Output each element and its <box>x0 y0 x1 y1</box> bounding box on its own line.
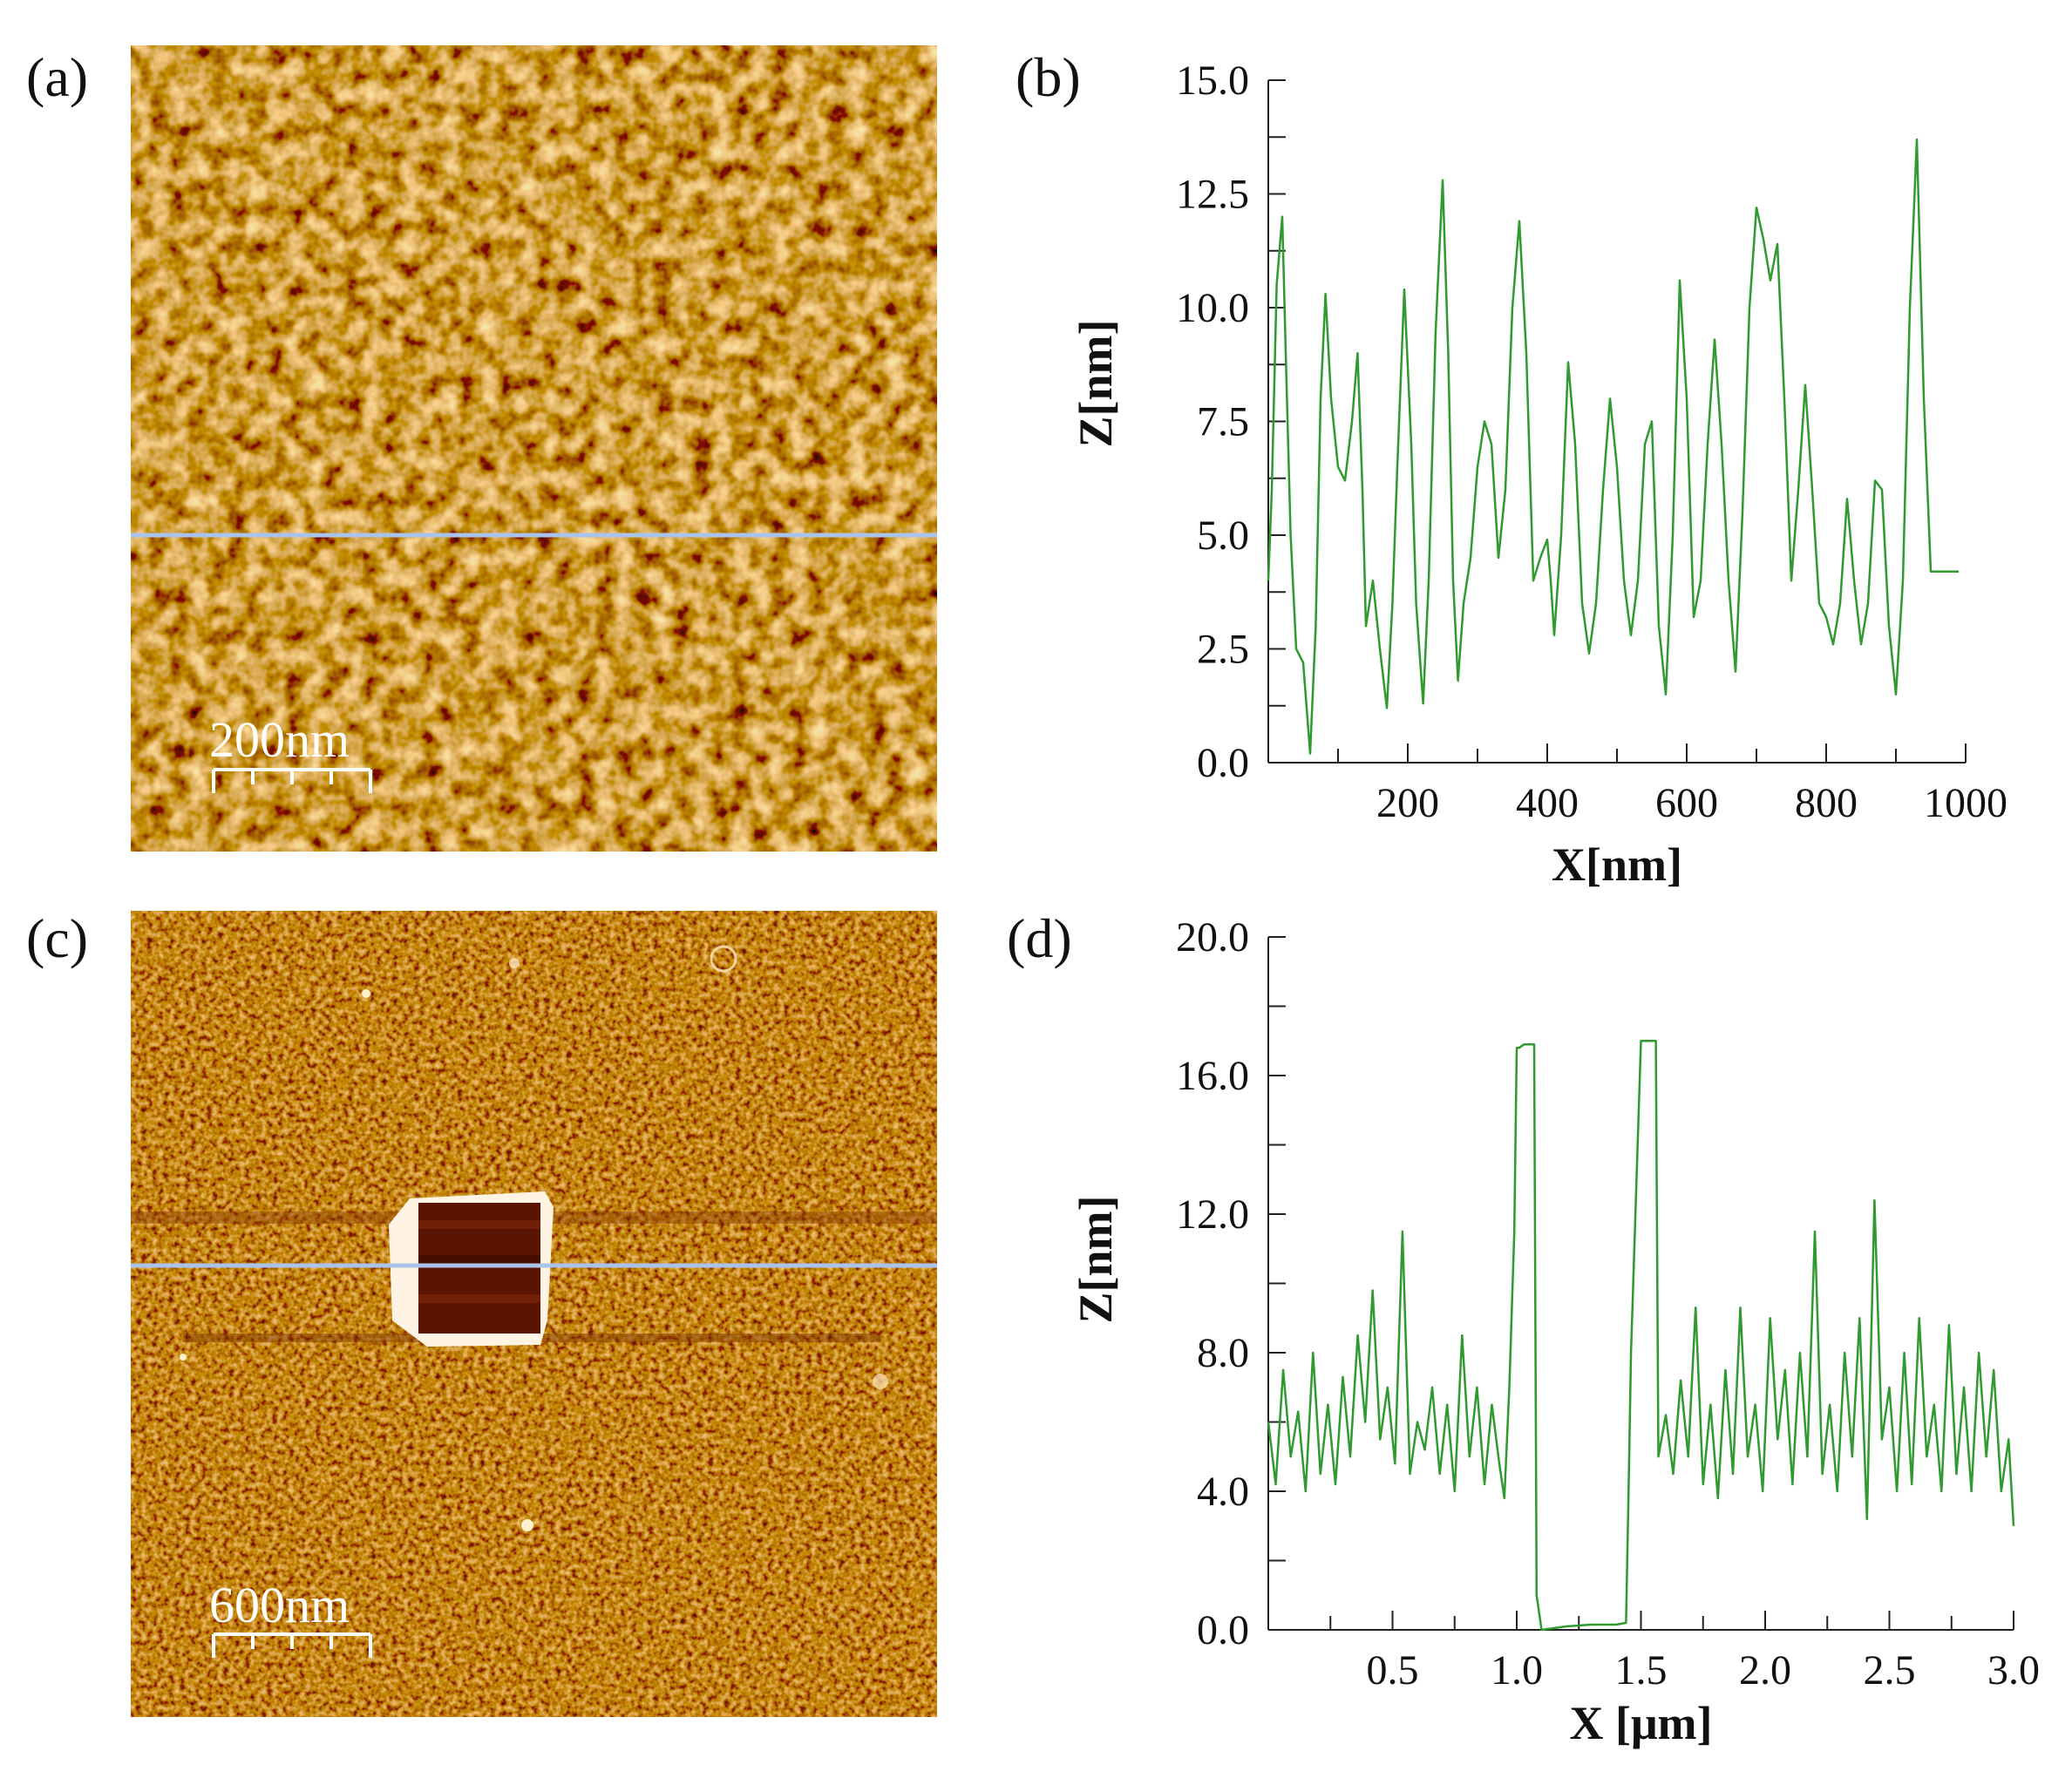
x-tick-label: 800 <box>1795 780 1858 826</box>
x-tick-label: 1000 <box>1924 780 2007 826</box>
y-axis-label: Z[nm] <box>1070 320 1122 448</box>
afm-c-hole-stripe-2 <box>418 1255 540 1266</box>
x-tick-label: 600 <box>1655 780 1718 826</box>
y-tick-label: 12.5 <box>1176 172 1249 218</box>
afm-a-texture <box>131 45 937 852</box>
x-tick-label: 2.0 <box>1739 1647 1791 1693</box>
y-tick-label: 15.0 <box>1176 58 1249 104</box>
afm-c-particle <box>873 1374 888 1389</box>
y-tick-label: 0.0 <box>1197 1607 1249 1653</box>
y-tick-label: 8.0 <box>1197 1330 1249 1376</box>
series-line <box>1267 1040 2015 1632</box>
chart-d: 0.0 4.0 8.0 12.0 16.0 20.0 0.5 1.0 1.5 2.0 2.5 3.0 X… <box>1070 914 2040 1749</box>
afm-c-scale-label: 600nm <box>209 1577 350 1633</box>
y-tick-label: 16.0 <box>1176 1053 1249 1099</box>
afm-c-particle <box>362 989 370 998</box>
x-tick-label: 2.5 <box>1864 1647 1916 1693</box>
y-tick-label: 5.0 <box>1197 512 1249 559</box>
afm-c-scale-bar <box>212 1632 372 1658</box>
y-tick-label: 20.0 <box>1176 914 1249 960</box>
afm-image-c: 600nm <box>131 911 937 1717</box>
x-tick-label: 0.5 <box>1367 1647 1419 1693</box>
x-axis-label: X [μm] <box>1569 1697 1712 1749</box>
x-tick-label: 200 <box>1376 780 1439 826</box>
y-tick-label: 4.0 <box>1197 1469 1249 1515</box>
x-tick-label: 3.0 <box>1987 1647 2040 1693</box>
afm-c-particle <box>521 1519 533 1531</box>
x-tick-label: 400 <box>1516 780 1579 826</box>
afm-c-particle <box>710 945 737 973</box>
panel-label-a: (a) <box>26 46 89 108</box>
panel-label-b: (b) <box>1016 46 1081 108</box>
afm-a-scale-label: 200nm <box>209 711 350 768</box>
chart-b: 0.0 2.5 5.0 7.5 10.0 12.5 15.0 200 400 600 800 1000… <box>1070 58 2007 891</box>
y-tick-label: 12.0 <box>1176 1191 1249 1238</box>
afm-c-particle <box>180 1354 187 1361</box>
y-tick-label: 2.5 <box>1197 627 1249 673</box>
y-tick-label: 0.0 <box>1197 740 1249 786</box>
x-tick-label: 1.0 <box>1491 1647 1543 1693</box>
afm-a-scale-bar <box>212 768 372 793</box>
afm-c-particle <box>509 958 520 968</box>
series-line <box>1267 138 1959 755</box>
x-axis-label: X[nm] <box>1552 838 1682 891</box>
afm-c-hole-stripe-3 <box>418 1294 540 1303</box>
panel-label-d: (d) <box>1007 907 1072 969</box>
y-axis-label: Z[nm] <box>1070 1196 1122 1324</box>
y-tick-label: 7.5 <box>1197 399 1249 445</box>
y-tick-label: 10.0 <box>1176 285 1249 331</box>
afm-c-hole-stripe-1 <box>418 1220 540 1229</box>
x-tick-label: 1.5 <box>1615 1647 1668 1693</box>
panel-label-c: (c) <box>26 907 89 969</box>
afm-image-a: 200nm <box>131 45 937 852</box>
